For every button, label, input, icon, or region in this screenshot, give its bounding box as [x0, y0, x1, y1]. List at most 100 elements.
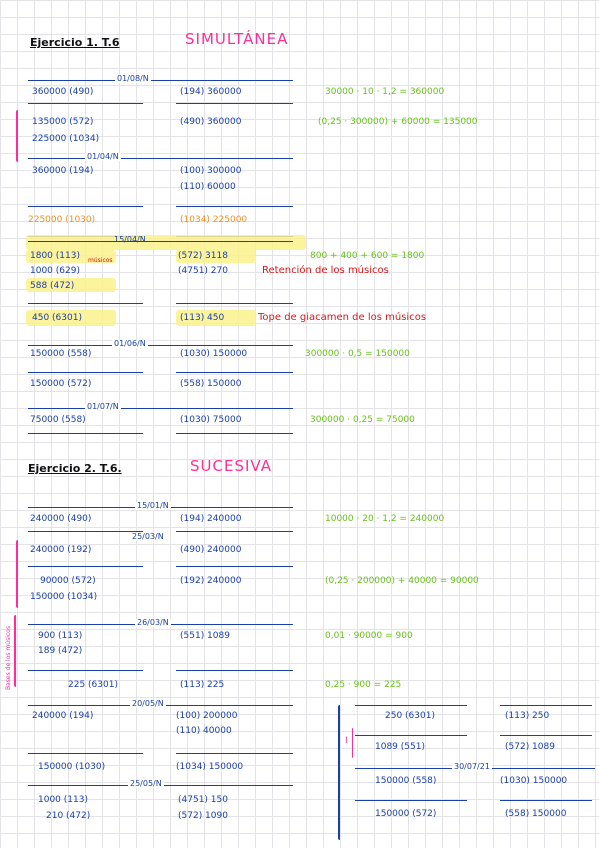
debit-line: 240000 (194) [32, 711, 94, 721]
calc-note: 800 + 400 + 600 = 1800 [310, 251, 425, 261]
entry-date: 25/03/N [130, 532, 166, 541]
brace [16, 540, 18, 608]
credit-line: (113) 250 [505, 711, 550, 721]
debit-line: 1000 (629) [30, 266, 80, 276]
debit-line: 150000 (572) [375, 809, 437, 819]
calc-note: 10000 · 20 · 1,2 = 240000 [325, 514, 445, 524]
highlight [26, 278, 116, 292]
credit-line: (113) 225 [180, 680, 225, 690]
brace [338, 705, 340, 840]
roman-mark: I [345, 736, 348, 746]
debit-line: 75000 (558) [30, 415, 86, 425]
ledger-line [28, 408, 293, 409]
credit-line: (558) 150000 [505, 809, 567, 819]
calc-note: 30000 · 10 · 1,2 = 360000 [325, 87, 445, 97]
debit-line: 150000 (558) [30, 349, 92, 359]
ledger-line [176, 433, 293, 434]
credit-line: (4751) 270 [178, 266, 228, 276]
debit-line: 210 (472) [46, 811, 91, 821]
credit-line: (1030) 150000 [180, 349, 248, 359]
credit-line: (490) 240000 [180, 545, 242, 555]
credit-line: (110) 60000 [180, 182, 236, 192]
credit-line: (572) 1090 [178, 811, 228, 821]
ledger-line [28, 433, 143, 434]
credit-line: (4751) 150 [178, 795, 228, 805]
credit-line: (1034) 150000 [176, 762, 244, 772]
brace [14, 615, 16, 687]
debit-line: 189 (472) [38, 646, 83, 656]
ex2-title: Ejercicio 2. T.6. [28, 462, 122, 475]
credit-line: (194) 240000 [180, 514, 242, 524]
ledger-line [28, 753, 143, 754]
ledger-line [500, 800, 592, 801]
ex2-method: SUCESIVA [190, 457, 272, 475]
ex1-title: Ejercicio 1. T.6 [30, 36, 120, 49]
debit-line: 225000 (1034) [32, 134, 100, 144]
entry-date: 20/05/N [130, 699, 166, 708]
ledger-line [176, 103, 293, 104]
entry-date: 01/08/N [115, 74, 151, 83]
debit-line: 150000 (1034) [30, 592, 98, 602]
highlight [26, 235, 306, 250]
debit-line: 450 (6301) [32, 313, 82, 323]
entry-date: 01/04/N [85, 152, 121, 161]
debit-line: 240000 (490) [30, 514, 92, 524]
credit-line: (113) 450 [180, 313, 225, 323]
credit-line: (100) 200000 [176, 711, 238, 721]
debit-line: 250 (6301) [385, 711, 435, 721]
ledger-line [28, 103, 143, 104]
red-note: Tope de giacamen de los músicos [258, 312, 427, 323]
ledger-line [28, 566, 143, 567]
debit-line: 150000 (558) [375, 776, 437, 786]
ledger-line [176, 753, 293, 754]
ledger-line [28, 670, 143, 671]
ledger-line [28, 158, 293, 159]
debit-line: 240000 (192) [30, 545, 92, 555]
entry-date: 26/03/N [135, 618, 171, 627]
ledger-line [28, 206, 143, 207]
credit-line: (1034) 225000 [180, 215, 248, 225]
debit-line: 1800 (113) [30, 251, 80, 261]
brace [352, 728, 353, 758]
ex1-method: SIMULTÁNEA [185, 30, 289, 48]
debit-line: 360000 (194) [32, 166, 94, 176]
entry-date: 01/06/N [112, 339, 148, 348]
entry-date: 01/07/N [85, 402, 121, 411]
entry-date: 30/07/21 [452, 762, 492, 771]
calc-note: (0,25 · 300000) + 60000 = 135000 [318, 117, 478, 127]
ledger-line [176, 206, 293, 207]
debit-line: 225 (6301) [68, 680, 118, 690]
ledger-line [28, 303, 143, 304]
debit-line: 225000 (1030) [28, 215, 96, 225]
ledger-line [176, 670, 293, 671]
credit-line: (558) 150000 [180, 379, 242, 389]
debit-line: 900 (113) [38, 631, 83, 641]
highlight [176, 310, 256, 326]
debit-line: 1000 (113) [38, 795, 88, 805]
credit-line: (192) 240000 [180, 576, 242, 586]
ledger-line [28, 531, 143, 532]
calc-note: 300000 · 0,5 = 150000 [305, 349, 410, 359]
credit-line: (100) 300000 [180, 166, 242, 176]
credit-line: (572) 3118 [178, 251, 228, 261]
debit-line: 150000 (1030) [38, 762, 106, 772]
credit-line: (1030) 150000 [500, 776, 568, 786]
ledger-line [28, 372, 143, 373]
calc-note: (0,25 · 200000) + 40000 = 90000 [325, 576, 479, 586]
ledger-line [355, 705, 467, 706]
debit-line: 90000 (572) [40, 576, 96, 586]
calc-note: 0,25 · 900 = 225 [325, 680, 402, 690]
ledger-line [176, 372, 293, 373]
credit-line: (551) 1089 [180, 631, 230, 641]
debit-line: 1089 (551) [375, 742, 425, 752]
debit-line: 588 (472) [30, 281, 75, 291]
debit-line: 135000 (572) [32, 117, 94, 127]
ledger-line [176, 531, 293, 532]
ledger-line [28, 345, 293, 346]
ledger-line [176, 303, 293, 304]
highlight [176, 250, 256, 263]
entry-date: 15/01/N [135, 501, 171, 510]
red-note: Retención de los músicos [262, 265, 389, 276]
ledger-line [176, 566, 293, 567]
side-note: Bases de los músicos [5, 626, 12, 690]
